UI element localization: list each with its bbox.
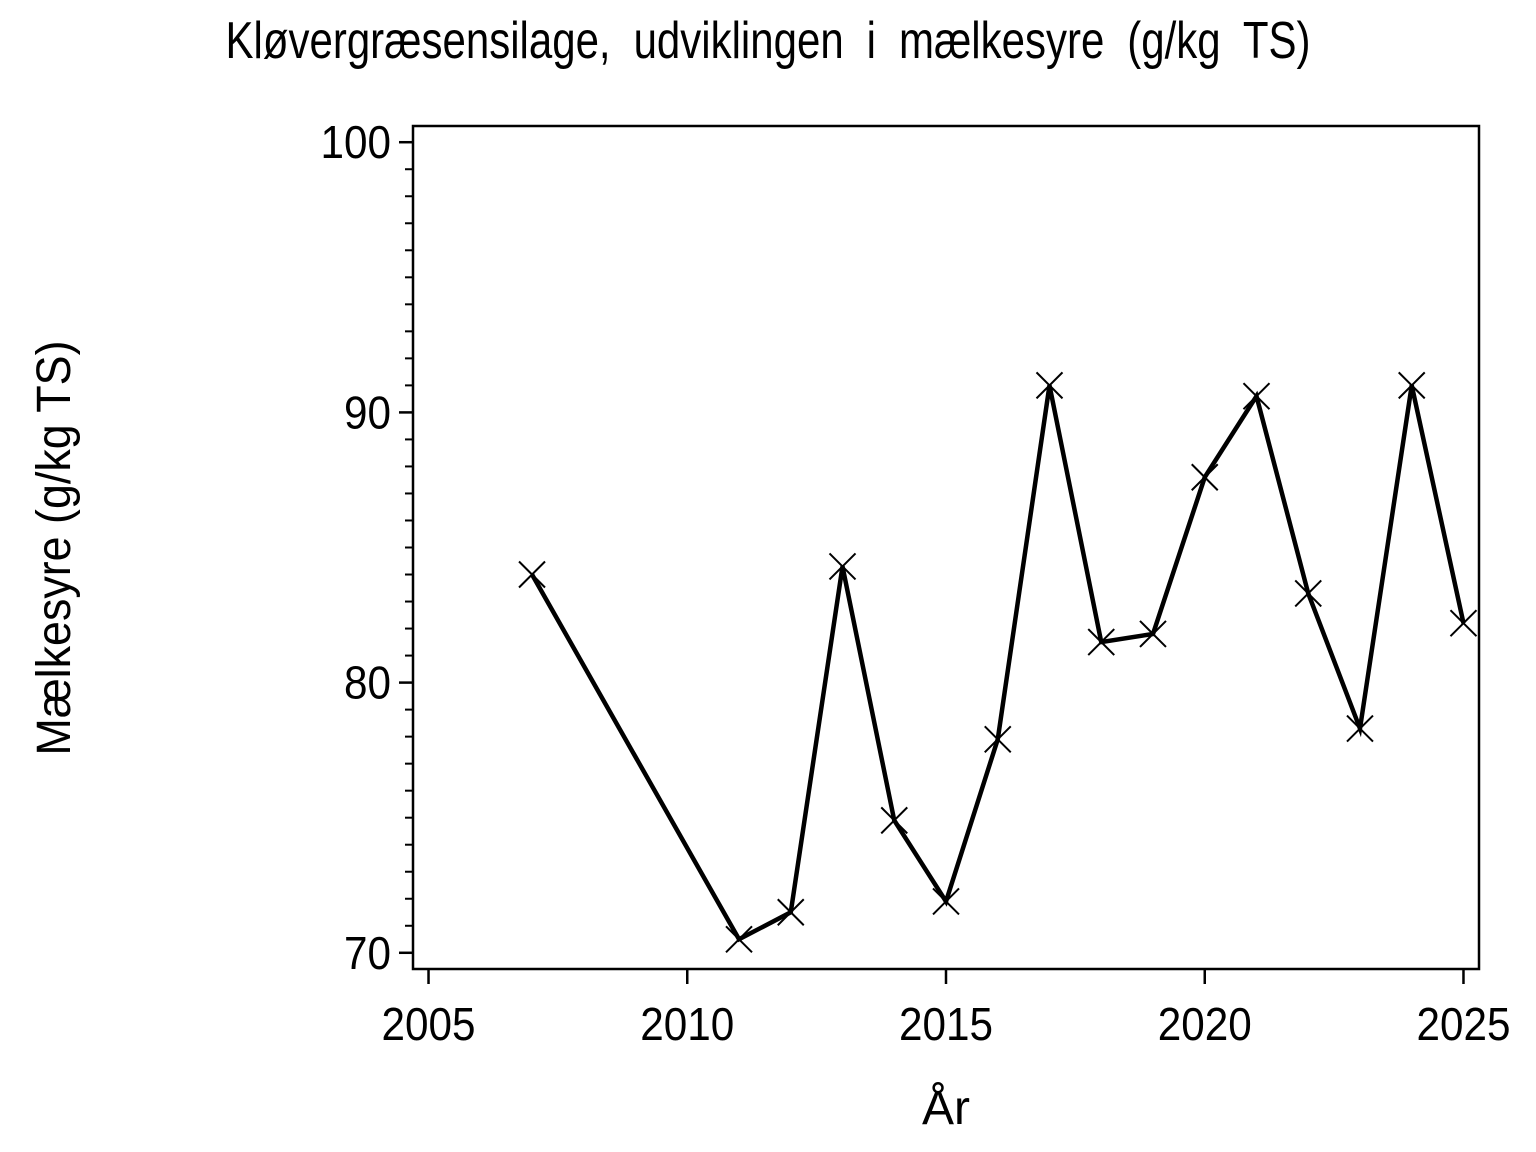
data-point-marker bbox=[1035, 371, 1064, 400]
x-tick-label: 2010 bbox=[640, 998, 734, 1050]
chart-title: Kløvergræsensilage, udviklingen i mælkes… bbox=[226, 12, 1311, 70]
data-point-marker bbox=[1242, 382, 1271, 410]
data-point-marker bbox=[518, 560, 546, 589]
data-point-marker bbox=[1191, 463, 1219, 491]
y-tick-label: 100 bbox=[321, 116, 392, 168]
data-point-marker bbox=[932, 887, 960, 916]
x-tick-label: 2020 bbox=[1158, 998, 1252, 1050]
x-tick-label: 2015 bbox=[899, 998, 993, 1050]
x-axis-label: År bbox=[922, 1082, 970, 1135]
y-tick-label: 80 bbox=[344, 657, 391, 709]
y-tick-label: 70 bbox=[344, 927, 391, 979]
y-axis-ticks: 70 80 90 100 bbox=[321, 116, 413, 979]
series-line bbox=[530, 384, 1466, 943]
data-point-marker bbox=[777, 898, 805, 926]
y-axis-label: Mælkesyre (g/kg TS) bbox=[28, 341, 81, 756]
data-point-marker bbox=[1346, 714, 1374, 743]
x-tick-label: 2005 bbox=[382, 998, 476, 1050]
plot-frame bbox=[411, 124, 1481, 971]
data-point-marker bbox=[1449, 609, 1478, 637]
y-tick-label: 90 bbox=[344, 386, 391, 438]
data-point-marker bbox=[1139, 620, 1167, 648]
data-point-marker bbox=[984, 725, 1012, 754]
data-point-marker bbox=[1294, 579, 1322, 608]
data-series bbox=[518, 371, 1478, 953]
data-point-marker bbox=[725, 925, 753, 953]
data-point-marker bbox=[828, 552, 857, 581]
x-axis-ticks: 2005 2010 2015 2020 2025 bbox=[382, 969, 1510, 1050]
data-point-marker bbox=[1398, 371, 1426, 400]
data-point-marker bbox=[1087, 628, 1115, 656]
x-tick-label: 2025 bbox=[1416, 998, 1510, 1050]
data-point-marker bbox=[880, 806, 908, 835]
